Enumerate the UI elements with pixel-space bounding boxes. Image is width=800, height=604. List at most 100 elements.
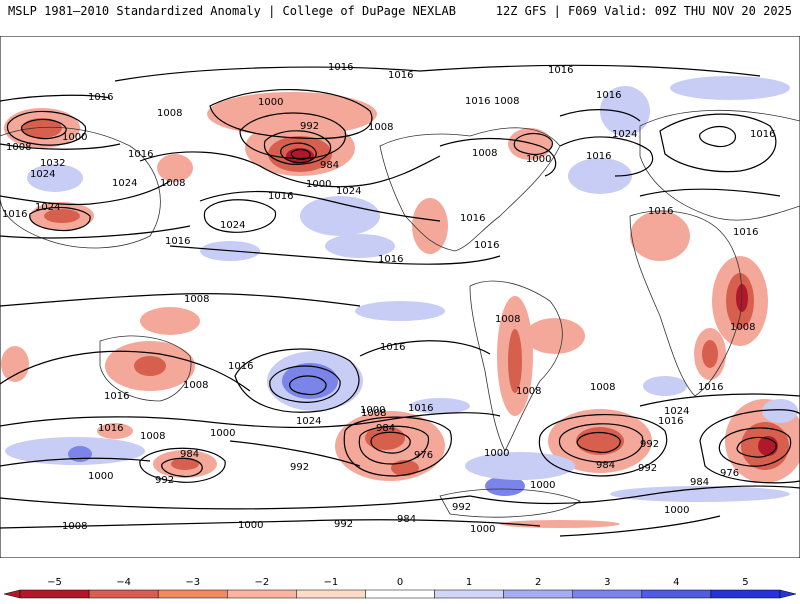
colorbar-cells [3, 589, 797, 599]
colorbar-cell [503, 589, 573, 599]
isobar-line [0, 495, 471, 510]
isobar-label: 1016 [165, 236, 190, 247]
coastlines [0, 109, 800, 518]
isobar-label: 1016 [658, 416, 683, 427]
isobar-line [0, 180, 171, 206]
isobar-label: 992 [452, 502, 471, 513]
isobar-line [559, 136, 654, 177]
colorbar-cell [157, 589, 228, 599]
isobar-label: 1016 [88, 92, 113, 103]
anomaly-blob [500, 520, 620, 528]
colorbar-graphic: −5 −4 −3 −2 −1 0 1 2 3 4 5 [3, 577, 797, 599]
isobar-line [234, 348, 360, 413]
colorbar-tick-label: 1 [466, 577, 472, 588]
isobar-line [639, 393, 800, 407]
anomaly-blob [44, 209, 80, 223]
anomaly-blob [171, 458, 199, 470]
isobar-line [0, 350, 251, 392]
isobar-line [29, 206, 91, 232]
isobar-label: 976 [720, 468, 739, 479]
anomaly-blob [630, 211, 690, 261]
model-run-info: 12Z GFS | F069 Valid: 09Z THU NOV 20 202… [495, 4, 792, 18]
isobar-label: 1024 [35, 202, 60, 213]
colorbar-tick-label: 0 [397, 577, 403, 588]
isobar-line [469, 485, 800, 505]
colorbar-tick-label: −2 [254, 577, 269, 588]
header-bar: MSLP 1981–2010 Standardized Anomaly | Co… [0, 0, 800, 22]
isobar-label: 1016 [460, 213, 485, 224]
colorbar-tick-label: −4 [116, 577, 131, 588]
colorbar-tick-label: −1 [324, 577, 339, 588]
anomaly-blob [27, 164, 83, 192]
positive-anomaly-shading [5, 76, 798, 502]
isobar-label: 1016 [648, 206, 673, 217]
colorbar-tick-label: 4 [673, 577, 679, 588]
isobars [0, 64, 800, 537]
isobar-label: 1008 [183, 380, 208, 391]
colorbar-cell [19, 589, 90, 599]
asia-outline [0, 126, 161, 249]
isobar-line [513, 132, 553, 156]
europe-outline [639, 109, 800, 221]
isobar-label: 1016 [474, 240, 499, 251]
isobar-line [358, 425, 430, 465]
isobar-line [161, 457, 203, 478]
isobar-label: 984 [397, 514, 416, 525]
isobar-label: 1008 [160, 178, 185, 189]
isobar-label: 976 [414, 450, 433, 461]
isobar-label: 1016 [380, 342, 405, 353]
isobar-label: 1000 [360, 405, 385, 416]
isobar-line [370, 431, 411, 454]
isobar-label: 1008 [730, 322, 755, 333]
anomaly-blob [525, 318, 585, 354]
isobar-label: 1008 [62, 521, 87, 532]
isobar-line [699, 409, 800, 484]
isobar-line [203, 199, 277, 233]
anomaly-blob [140, 307, 200, 335]
colorbar-tick-label: 5 [742, 577, 748, 588]
isobar-line [209, 89, 373, 140]
isobar-line [736, 436, 777, 458]
isobar-line [263, 130, 332, 165]
isobar-label: 1008 [494, 96, 519, 107]
anomaly-blob [600, 86, 650, 136]
map-panel: 1016 1016 1016 1016 1016 1016 1016 1016 … [0, 36, 800, 558]
colorbar-cell [641, 589, 712, 599]
isobar-line [559, 109, 641, 122]
isobar-label: 1016 [596, 90, 621, 101]
anomaly-blob [134, 356, 166, 376]
colorbar-cell [434, 589, 504, 599]
anomaly-blob [410, 398, 470, 414]
isobar-line [699, 125, 737, 148]
isobar-line [576, 431, 621, 453]
isobar-label: 984 [180, 449, 199, 460]
colorbar-cell [227, 589, 297, 599]
colorbar-cell [365, 589, 435, 599]
anomaly-blob [508, 329, 522, 393]
isobar-line [0, 94, 111, 102]
isobar-label: 1008 [6, 142, 31, 153]
colorbar-cell [88, 589, 159, 599]
isobar-label: 1016 [228, 361, 253, 372]
anomaly-blob [610, 486, 790, 502]
anomaly-blob [97, 423, 133, 439]
anomaly-blob [670, 76, 790, 100]
isobar-label: 1024 [112, 178, 137, 189]
colorbar-tick-label: −3 [185, 577, 200, 588]
isobar-line [343, 416, 452, 477]
anomaly-blob [300, 196, 380, 236]
isobar-line [169, 245, 501, 265]
isobar-label: 1016 [698, 382, 723, 393]
anomaly-blob [68, 446, 92, 462]
isobar-label: 1000 [470, 524, 495, 535]
isobar-label: 984 [376, 423, 395, 434]
anomaly-blob [412, 198, 448, 254]
isobar-label: 1000 [484, 448, 509, 459]
isobar-line [559, 515, 721, 537]
isobar-label: 1016 [98, 423, 123, 434]
isobar-line [439, 137, 557, 177]
isobar-label: 1016 [733, 227, 758, 238]
colorbar: −5 −4 −3 −2 −1 0 1 2 3 4 5 [0, 570, 800, 600]
isobar-label: 1000 [530, 480, 555, 491]
isobar-label: 1016 [328, 62, 353, 73]
